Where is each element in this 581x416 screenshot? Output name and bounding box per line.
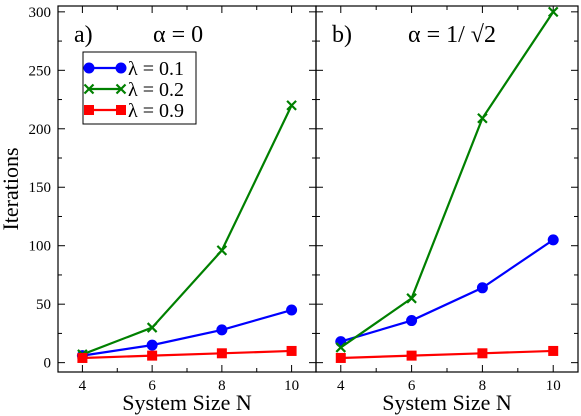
series-line xyxy=(82,104,293,356)
data-point xyxy=(547,234,559,246)
series-square xyxy=(77,345,297,363)
data-point xyxy=(406,315,418,327)
y-tick-label: 300 xyxy=(29,5,52,21)
panel-title: α = 1/ √2 xyxy=(408,22,496,48)
data-point xyxy=(477,112,488,124)
panel-b: 4 6 8 10 System Size N b) α = 1/ √2 xyxy=(315,5,579,415)
data-point xyxy=(335,352,346,363)
data-point xyxy=(476,282,488,294)
y-tick-label: 200 xyxy=(29,122,52,138)
series-square xyxy=(335,345,559,363)
data-point xyxy=(146,322,158,333)
data-point xyxy=(406,350,417,361)
panel-title: α = 0 xyxy=(153,22,203,48)
legend-marker xyxy=(115,83,127,95)
data-point xyxy=(216,348,227,359)
y-tick-label: 100 xyxy=(29,239,52,255)
x-tick-label: 8 xyxy=(218,378,226,394)
series-line xyxy=(340,349,554,360)
data-point xyxy=(547,6,559,18)
x-tick-label: 10 xyxy=(284,378,299,394)
x-tick-label: 6 xyxy=(408,378,416,394)
x-tick-label: 8 xyxy=(479,378,487,394)
data-point xyxy=(548,345,559,356)
series-x xyxy=(77,100,297,360)
panel-label: a) xyxy=(74,22,93,48)
legend-marker xyxy=(83,83,95,95)
data-point xyxy=(77,352,88,363)
data-point xyxy=(216,324,228,336)
series-circle xyxy=(335,234,559,348)
x-tick-label: 4 xyxy=(337,378,345,394)
data-point xyxy=(406,293,417,304)
data-point xyxy=(286,100,297,111)
x-axis-title: System Size N xyxy=(122,390,252,415)
panel-label: b) xyxy=(332,22,352,48)
y-tick-label: 150 xyxy=(29,180,52,196)
legend-marker xyxy=(83,62,95,74)
data-point xyxy=(335,342,347,353)
data-point xyxy=(147,350,158,361)
series-line xyxy=(340,11,555,349)
series-line xyxy=(82,308,292,357)
legend-label: λ = 0.9 xyxy=(128,100,184,122)
y-tick-label: 0 xyxy=(44,356,52,372)
legend-marker xyxy=(84,105,94,115)
y-axis-title: Iterations xyxy=(0,147,23,230)
data-point xyxy=(146,339,158,351)
x-tick-label: 6 xyxy=(148,378,156,394)
series-line xyxy=(340,238,554,343)
series-x xyxy=(335,6,559,353)
legend-label: λ = 0.1 xyxy=(128,58,184,80)
series-line xyxy=(82,349,292,360)
y-tick-label: 50 xyxy=(36,297,51,313)
x-tick-label: 4 xyxy=(79,378,87,394)
legend-marker xyxy=(116,105,126,115)
data-point xyxy=(216,245,228,256)
x-axis-title: System Size N xyxy=(382,390,512,415)
y-tick-label: 250 xyxy=(29,63,52,79)
legend-label: λ = 0.2 xyxy=(128,79,184,101)
data-point xyxy=(477,348,488,359)
data-point xyxy=(286,345,297,356)
x-tick-label: 10 xyxy=(546,378,561,394)
legend: λ = 0.1λ = 0.2λ = 0.9 xyxy=(82,51,197,125)
data-point xyxy=(286,304,298,316)
legend-marker xyxy=(115,62,127,74)
plot-frame xyxy=(315,5,579,373)
